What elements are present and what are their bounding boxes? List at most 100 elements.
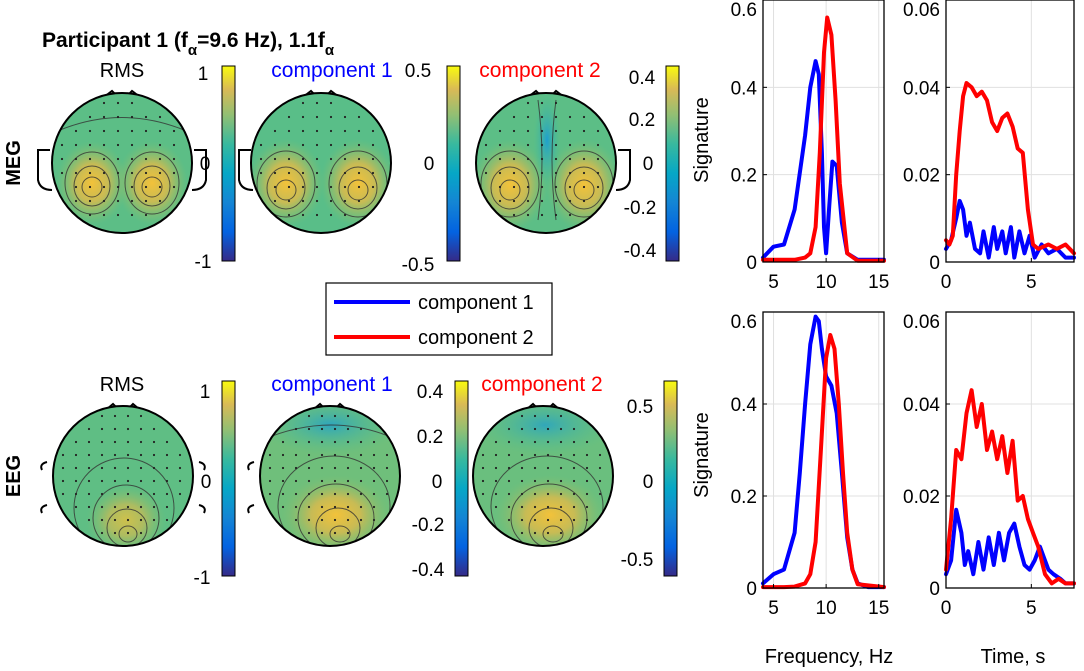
electrode-dot bbox=[130, 101, 134, 105]
electrode-dot bbox=[520, 427, 524, 431]
electrode-dot bbox=[74, 171, 78, 175]
electrode-dot bbox=[139, 414, 143, 418]
electrode-dot bbox=[357, 199, 361, 203]
electrode-dot bbox=[329, 101, 333, 105]
electrode-dot bbox=[546, 440, 550, 444]
electrode-dot bbox=[116, 213, 120, 217]
electrode-dot bbox=[61, 492, 65, 496]
electrode-dot bbox=[540, 213, 544, 217]
electrode-dot bbox=[540, 101, 544, 105]
electrode-dot bbox=[281, 505, 285, 509]
electrode-dot bbox=[540, 157, 544, 161]
electrode-dot bbox=[540, 171, 544, 175]
electrode-dot bbox=[126, 518, 130, 522]
electrode-dot bbox=[281, 453, 285, 457]
electrode-dot bbox=[582, 129, 586, 133]
electrode-dot bbox=[371, 143, 375, 147]
electrode-dot bbox=[165, 518, 169, 522]
electrode-dot bbox=[130, 185, 134, 189]
electrode-dot bbox=[281, 466, 285, 470]
electrode-dot bbox=[74, 492, 78, 496]
y-tick-label: 0 bbox=[746, 253, 757, 274]
electrode-dot bbox=[113, 466, 117, 470]
cbar-tick: 0.5 bbox=[405, 61, 431, 82]
electrode-dot bbox=[100, 466, 104, 470]
electrode-dot bbox=[320, 492, 324, 496]
meg-spectral-chart: 5 10 15 0 0.2 0.4 0.6 bbox=[731, 0, 889, 293]
electrode-dot bbox=[333, 427, 337, 431]
electrode-dot bbox=[130, 129, 134, 133]
electrode-dot bbox=[526, 157, 530, 161]
y-tick-label: 0.02 bbox=[903, 487, 940, 508]
electrode-dot bbox=[100, 492, 104, 496]
cbar-tick: 0 bbox=[201, 472, 212, 493]
electrode-dot bbox=[512, 171, 516, 175]
electrode-dot bbox=[287, 199, 291, 203]
electrode-dot bbox=[113, 453, 117, 457]
legend: component 1 component 2 bbox=[325, 282, 553, 356]
cbar-tick: 0.4 bbox=[417, 382, 444, 403]
electrode-dot bbox=[546, 518, 550, 522]
electrode-dot bbox=[329, 185, 333, 189]
electrode-dot bbox=[526, 185, 530, 189]
y-tick-label: 0.02 bbox=[903, 166, 940, 187]
electrode-dot bbox=[301, 199, 305, 203]
electrode-dot bbox=[520, 479, 524, 483]
y-tick-label: 0.06 bbox=[903, 0, 940, 21]
electrode-dot bbox=[178, 466, 182, 470]
electrode-dot bbox=[102, 157, 106, 161]
electrode-dot bbox=[546, 479, 550, 483]
electrode-dot bbox=[372, 466, 376, 470]
electrode-dot bbox=[294, 427, 298, 431]
electrode-dot bbox=[152, 453, 156, 457]
axes-box bbox=[945, 0, 1075, 263]
electrode-dot bbox=[582, 171, 586, 175]
electrode-dot bbox=[126, 466, 130, 470]
electrode-dot bbox=[329, 199, 333, 203]
y-tick-label: 0.4 bbox=[731, 78, 758, 99]
electrode-dot bbox=[102, 143, 106, 147]
electrode-dot bbox=[315, 143, 319, 147]
electrode-dot bbox=[507, 505, 511, 509]
electrode-dot bbox=[87, 505, 91, 509]
electrode-dot bbox=[102, 129, 106, 133]
electrode-dot bbox=[329, 213, 333, 217]
electrode-dot bbox=[568, 213, 572, 217]
electrode-dot bbox=[533, 492, 537, 496]
electrode-dot bbox=[100, 440, 104, 444]
electrode-dot bbox=[540, 143, 544, 147]
electrode-dot bbox=[568, 157, 572, 161]
electrode-dot bbox=[357, 129, 361, 133]
electrode-dot bbox=[346, 531, 350, 535]
electrode-dot bbox=[87, 466, 91, 470]
ylabel-eeg: Signature bbox=[691, 412, 713, 498]
electrode-dot bbox=[126, 427, 130, 431]
map-title-eeg-rms: RMS bbox=[100, 374, 144, 396]
electrode-dot bbox=[520, 505, 524, 509]
electrode-dot bbox=[359, 440, 363, 444]
electrode-dot bbox=[582, 115, 586, 119]
electrode-dot bbox=[178, 479, 182, 483]
y-tick-label: 0.2 bbox=[731, 487, 757, 508]
electrode-dot bbox=[572, 440, 576, 444]
meg-c2-topomap: component 2 bbox=[475, 59, 631, 234]
electrode-dot bbox=[144, 129, 148, 133]
electrode-dot bbox=[526, 101, 530, 105]
electrode-dot bbox=[268, 479, 272, 483]
electrode-dot bbox=[287, 185, 291, 189]
x-tick-label: 0 bbox=[941, 272, 952, 293]
series-line-component-2 bbox=[761, 15, 886, 263]
map-title-meg-c2: component 2 bbox=[479, 59, 600, 82]
electrode-dot bbox=[582, 143, 586, 147]
electrode-dot bbox=[333, 466, 337, 470]
electrode-dot bbox=[152, 440, 156, 444]
electrode-dot bbox=[60, 143, 64, 147]
electrode-dot bbox=[582, 185, 586, 189]
electrode-dot bbox=[546, 414, 550, 418]
electrode-dot bbox=[572, 505, 576, 509]
electrode-dot bbox=[102, 213, 106, 217]
electrode-dot bbox=[372, 453, 376, 457]
x-tick-label: 15 bbox=[868, 598, 889, 619]
electrode-dot bbox=[158, 199, 162, 203]
electrode-dot bbox=[540, 199, 544, 203]
